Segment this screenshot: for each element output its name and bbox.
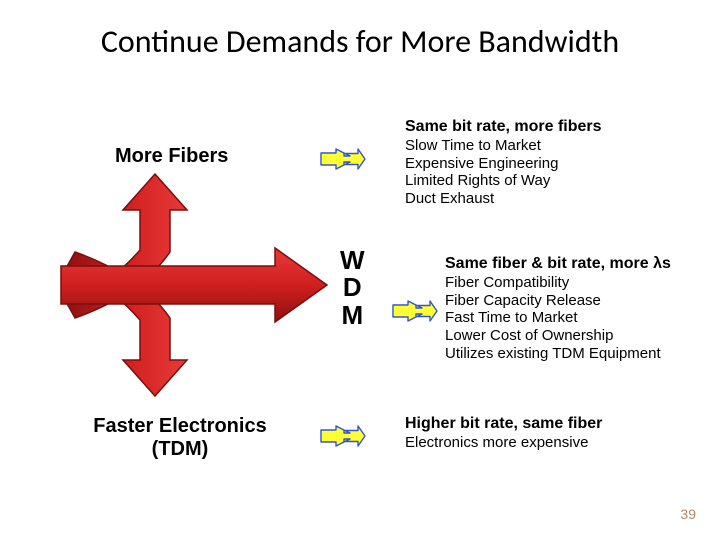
label-wdm: WDM xyxy=(340,247,365,329)
label-faster-electronics: Faster Electronics(TDM) xyxy=(80,415,280,461)
block2-heading: Same fiber & bit rate, more λs xyxy=(445,255,720,273)
block2-line: Fast Time to Market xyxy=(445,309,720,327)
block3-line: Electronics more expensive xyxy=(405,434,705,452)
chevron-arrow-3 xyxy=(320,425,366,447)
block1-heading: Same bit rate, more fibers xyxy=(405,118,705,136)
block1-line: Slow Time to Market xyxy=(405,137,705,155)
block-tdm: Higher bit rate, same fiber Electronics … xyxy=(405,415,705,452)
block-wdm: Same fiber & bit rate, more λs Fiber Com… xyxy=(445,255,720,362)
block2-line: Lower Cost of Ownership xyxy=(445,327,720,345)
chevron-arrow-2 xyxy=(392,300,438,322)
block1-line: Limited Rights of Way xyxy=(405,172,705,190)
block2-line: Fiber Capacity Release xyxy=(445,292,720,310)
block1-line: Expensive Engineering xyxy=(405,155,705,173)
page-title: Continue Demands for More Bandwidth xyxy=(0,22,720,61)
block-more-fibers: Same bit rate, more fibers Slow Time to … xyxy=(405,118,705,208)
block1-line: Duct Exhaust xyxy=(405,190,705,208)
block2-line: Fiber Compatibility xyxy=(445,274,720,292)
block3-heading: Higher bit rate, same fiber xyxy=(405,415,705,433)
label-more-fibers: More Fibers xyxy=(115,145,228,168)
chevron-arrow-1 xyxy=(320,148,366,170)
slide: Continue Demands for More Bandwidth More… xyxy=(0,0,720,540)
page-number: 39 xyxy=(680,506,696,522)
block2-line: Utilizes existing TDM Equipment xyxy=(445,345,720,363)
red-arrows-graphic xyxy=(55,170,335,400)
arrow-right xyxy=(61,248,327,322)
